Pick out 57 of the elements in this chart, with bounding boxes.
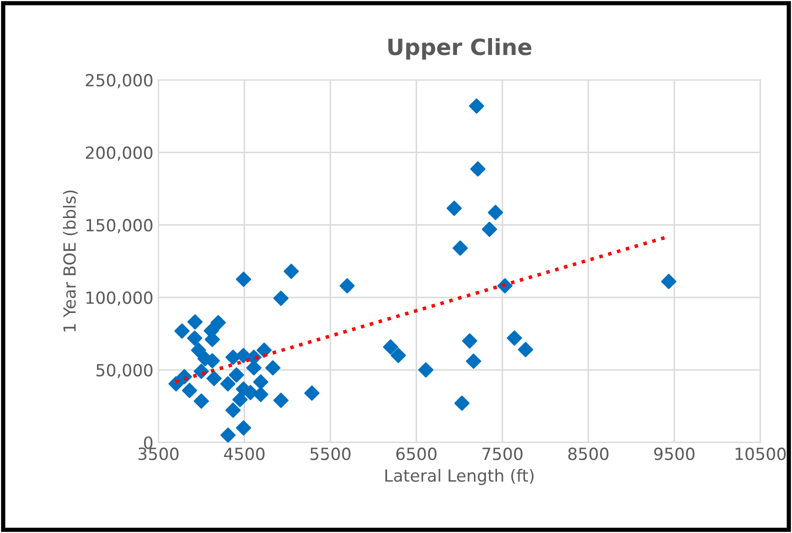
x-tick-label: 5500 bbox=[310, 448, 350, 460]
point bbox=[220, 376, 236, 392]
point bbox=[228, 367, 244, 383]
point bbox=[488, 204, 504, 220]
point bbox=[661, 274, 676, 290]
x-tick-label: 6500 bbox=[396, 448, 436, 460]
x-tick-label: 3500 bbox=[138, 448, 178, 460]
point bbox=[454, 396, 470, 411]
point bbox=[446, 200, 462, 216]
point bbox=[225, 402, 241, 418]
point bbox=[482, 222, 498, 237]
x-tick-label: 8500 bbox=[568, 448, 608, 460]
point bbox=[418, 362, 434, 378]
chart-title: Upper Cline bbox=[388, 38, 532, 60]
point bbox=[382, 339, 398, 355]
point bbox=[273, 392, 289, 408]
point bbox=[187, 314, 203, 330]
point bbox=[236, 420, 252, 436]
y-tick-label: 250,000 bbox=[86, 74, 152, 88]
point bbox=[190, 342, 206, 358]
point bbox=[206, 370, 222, 386]
point bbox=[174, 323, 190, 339]
point bbox=[210, 315, 226, 330]
point bbox=[225, 350, 241, 365]
x-tick-label: 9500 bbox=[654, 448, 694, 460]
point bbox=[462, 333, 478, 349]
y-tick-label: 150,000 bbox=[86, 218, 152, 234]
x-tick-label: 4500 bbox=[224, 448, 264, 460]
point bbox=[468, 98, 484, 114]
point bbox=[518, 342, 534, 358]
y-tick-label: 100,000 bbox=[86, 291, 152, 306]
point bbox=[194, 393, 209, 409]
point bbox=[470, 161, 486, 177]
point bbox=[506, 330, 522, 346]
point bbox=[265, 360, 280, 376]
point bbox=[253, 374, 268, 390]
y-tick-label: 0 bbox=[144, 436, 152, 449]
point bbox=[466, 354, 482, 369]
point bbox=[390, 348, 406, 364]
point bbox=[452, 240, 468, 256]
point bbox=[220, 428, 236, 442]
x-tick-label: 7500 bbox=[482, 448, 522, 460]
y-tick-label: 200,000 bbox=[86, 146, 152, 161]
x-tick-label: 10500 bbox=[736, 448, 786, 460]
point bbox=[340, 278, 355, 294]
point bbox=[256, 342, 272, 358]
point bbox=[236, 272, 252, 287]
point bbox=[187, 330, 202, 346]
point bbox=[232, 392, 248, 408]
y-axis-title: 1 Year BOE (bbls) bbox=[62, 190, 78, 332]
x-axis-title: Lateral Length (ft) bbox=[385, 468, 534, 486]
y-tick-label: 50,000 bbox=[96, 364, 152, 378]
point bbox=[304, 385, 320, 401]
point bbox=[253, 386, 268, 402]
point bbox=[273, 290, 289, 306]
point bbox=[284, 264, 299, 279]
point bbox=[182, 382, 198, 398]
